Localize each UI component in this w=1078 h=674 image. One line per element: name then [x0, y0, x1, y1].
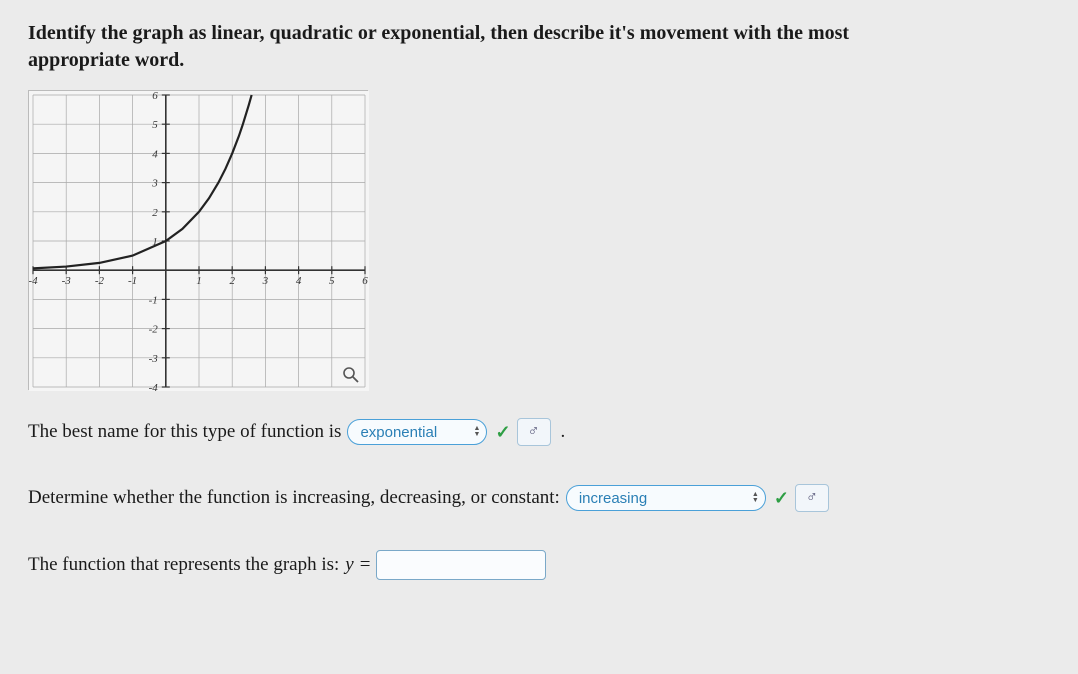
svg-text:-1: -1	[128, 275, 137, 287]
svg-text:6: 6	[152, 91, 158, 102]
statement-2-text: Determine whether the function is increa…	[28, 487, 560, 509]
answer-indicator-box[interactable]: ♂	[517, 418, 551, 446]
chevron-down-icon: ▼	[474, 432, 481, 438]
stepper-icon[interactable]: ▲ ▼	[752, 492, 759, 504]
statement-behavior: Determine whether the function is increa…	[28, 484, 1050, 512]
sigma-icon: ♂	[528, 423, 540, 441]
svg-text:5: 5	[152, 119, 158, 131]
equals-sign: =	[360, 554, 371, 576]
sigma-icon: ♂	[806, 489, 818, 507]
svg-text:6: 6	[362, 275, 368, 287]
magnifier-icon[interactable]	[343, 367, 359, 383]
svg-text:-4: -4	[149, 382, 159, 391]
svg-text:-2: -2	[95, 275, 105, 287]
svg-text:-2: -2	[149, 324, 159, 336]
svg-text:-1: -1	[149, 294, 158, 306]
check-icon: ✓	[774, 488, 789, 509]
variable-y: y	[345, 554, 353, 576]
statement-1-text: The best name for this type of function …	[28, 421, 341, 443]
stepper-icon[interactable]: ▲ ▼	[474, 426, 481, 438]
svg-text:3: 3	[262, 275, 269, 287]
statement-3-text: The function that represents the graph i…	[28, 554, 339, 576]
svg-text:2: 2	[152, 207, 158, 219]
behavior-select[interactable]: increasing ▲ ▼	[566, 485, 766, 511]
statement-function-type: The best name for this type of function …	[28, 418, 1050, 446]
graph: -4-3-2-1123456-4-3-2-1123456	[28, 90, 368, 390]
graph-svg: -4-3-2-1123456-4-3-2-1123456	[29, 91, 369, 391]
svg-text:5: 5	[329, 275, 335, 287]
check-icon: ✓	[495, 422, 510, 443]
function-type-select[interactable]: exponential ▲ ▼	[347, 419, 487, 445]
statement-equation: The function that represents the graph i…	[28, 550, 1050, 580]
svg-text:2: 2	[229, 275, 235, 287]
svg-text:4: 4	[152, 148, 158, 160]
svg-text:4: 4	[296, 275, 302, 287]
svg-text:-3: -3	[149, 353, 159, 365]
svg-text:-3: -3	[62, 275, 72, 287]
question-line-2: appropriate word.	[28, 49, 184, 71]
svg-text:1: 1	[196, 275, 202, 287]
equation-input[interactable]	[376, 550, 546, 580]
question-text: Identify the graph as linear, quadratic …	[28, 20, 1050, 74]
chevron-down-icon: ▼	[752, 498, 759, 504]
answer-indicator-box[interactable]: ♂	[795, 484, 829, 512]
svg-text:3: 3	[151, 178, 158, 190]
period: .	[561, 421, 566, 443]
behavior-value: increasing	[579, 490, 647, 507]
question-line-1: Identify the graph as linear, quadratic …	[28, 22, 849, 44]
function-type-value: exponential	[360, 424, 437, 441]
svg-text:-4: -4	[29, 275, 38, 287]
